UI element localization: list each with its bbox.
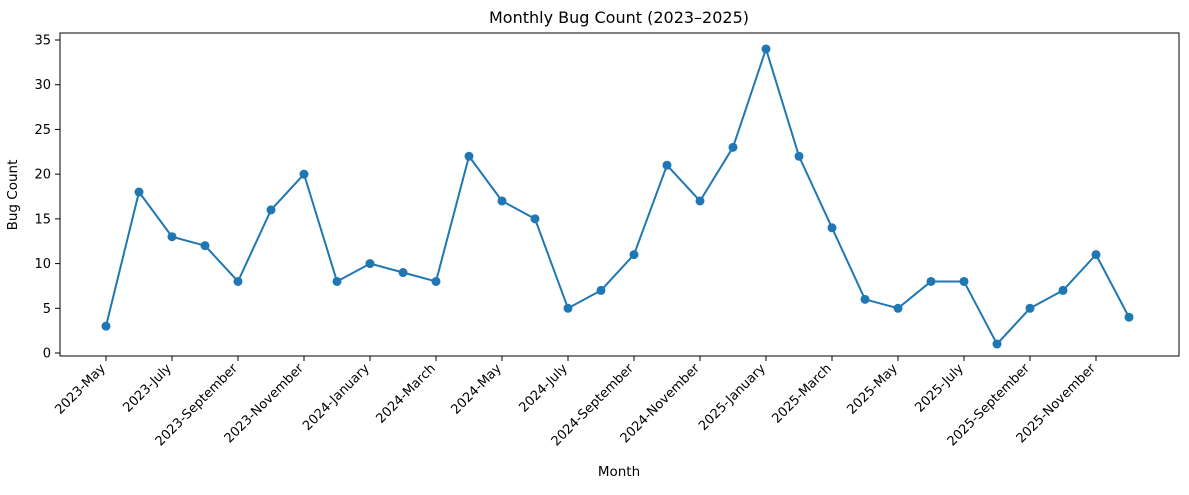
chart-title: Monthly Bug Count (2023–2025) (489, 8, 749, 27)
data-point (1058, 285, 1068, 295)
data-point (101, 321, 111, 331)
y-tick-label: 25 (34, 123, 51, 138)
data-point (1025, 303, 1035, 313)
data-point (200, 241, 210, 251)
x-tick-label: 2025-May (845, 361, 902, 418)
x-tick-label: 2024-May (449, 361, 506, 418)
data-point (629, 250, 639, 260)
data-point (827, 223, 837, 233)
data-point (563, 303, 573, 313)
data-point (497, 196, 507, 206)
data-point (1124, 312, 1134, 322)
x-tick-label: 2025-March (769, 361, 834, 426)
x-tick-label: 2023-July (120, 361, 175, 416)
data-point (695, 196, 705, 206)
x-tick-label: 2025-July (912, 361, 967, 416)
data-point (992, 339, 1002, 349)
y-tick-label: 10 (34, 257, 51, 272)
data-point (926, 276, 936, 286)
y-tick-label: 15 (34, 212, 51, 227)
y-tick-label: 30 (34, 78, 51, 93)
data-point (530, 214, 540, 224)
data-point (431, 276, 441, 286)
axes-frame (59, 32, 1180, 357)
data-point (365, 259, 375, 269)
x-tick-label: 2025-January (696, 361, 769, 434)
data-point (860, 294, 870, 304)
data-point (167, 232, 177, 242)
data-point (134, 187, 144, 197)
data-point (761, 44, 771, 54)
y-tick-label: 35 (34, 34, 51, 49)
y-tick-label: 20 (34, 168, 51, 183)
data-point (266, 205, 276, 215)
y-tick-label: 0 (43, 347, 51, 362)
data-point (959, 276, 969, 286)
data-point (893, 303, 903, 313)
data-line (105, 47, 1130, 346)
x-tick-label: 2024-July (516, 361, 571, 416)
data-point (464, 151, 474, 161)
data-point (299, 169, 309, 179)
data-point (662, 160, 672, 170)
x-tick-label: 2024-January (300, 361, 373, 434)
x-tick-label: 2024-March (373, 361, 438, 426)
data-point (1091, 250, 1101, 260)
data-point (728, 142, 738, 152)
data-point (794, 151, 804, 161)
data-point (233, 276, 243, 286)
y-tick-label: 5 (43, 302, 51, 317)
x-tick-label: 2023-May (53, 361, 110, 418)
data-point (596, 285, 606, 295)
y-axis-label: Bug Count (5, 160, 21, 231)
data-point (332, 276, 342, 286)
x-axis-label: Month (598, 464, 640, 480)
data-point (398, 268, 408, 278)
